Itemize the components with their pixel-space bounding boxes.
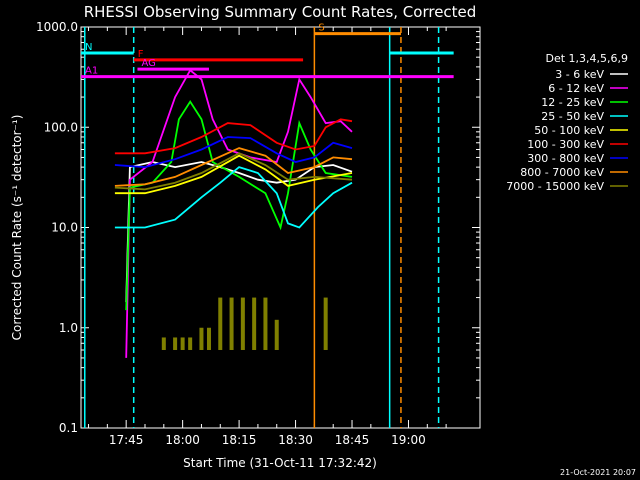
x-tick-label: 18:00 xyxy=(165,433,200,447)
legend-title: Det 1,3,4,5,6,9 xyxy=(545,52,628,65)
state-bar-label: S xyxy=(318,23,324,34)
y-tick-label: 0.1 xyxy=(59,421,78,435)
legend-entry: 6 - 12 keV xyxy=(548,82,604,95)
legend-entry: 7000 - 15000 keV xyxy=(506,180,604,193)
burst-bar xyxy=(161,337,166,350)
chart-title: RHESSI Observing Summary Count Rates, Co… xyxy=(84,3,477,21)
series-line xyxy=(125,68,353,358)
legend-entry: 50 - 100 keV xyxy=(534,124,604,137)
x-tick-label: 17:45 xyxy=(109,433,144,447)
legend-entry: 300 - 800 keV xyxy=(527,152,604,165)
legend-entry: 12 - 25 keV xyxy=(541,96,604,109)
state-bar-label: F xyxy=(138,49,144,60)
series-line xyxy=(114,152,353,191)
legend-entry: 800 - 7000 keV xyxy=(520,166,604,179)
footer-date: 21-Oct-2021 20:07 xyxy=(560,468,636,477)
state-bar-label: A1 xyxy=(85,66,98,77)
y-tick-label: 10.0 xyxy=(51,221,78,235)
series-line xyxy=(114,136,353,169)
x-tick-label: 18:45 xyxy=(335,433,370,447)
burst-bar xyxy=(206,327,211,350)
burst-bar xyxy=(274,319,279,350)
burst-bar xyxy=(263,297,268,350)
series-line xyxy=(114,147,353,187)
x-tick-label: 18:15 xyxy=(222,433,257,447)
x-tick-label: 19:00 xyxy=(391,433,426,447)
series-line xyxy=(125,100,353,311)
burst-bar xyxy=(218,297,223,350)
burst-bar xyxy=(323,297,328,350)
burst-bar xyxy=(199,327,204,350)
burst-bar xyxy=(173,337,178,350)
burst-bar xyxy=(252,297,257,350)
y-tick-label: 1000.0 xyxy=(36,20,78,34)
burst-bar xyxy=(229,297,234,350)
burst-bar xyxy=(188,337,193,350)
legend-entry: 3 - 6 keV xyxy=(555,68,604,81)
burst-bar xyxy=(180,337,185,350)
y-tick-label: 1.0 xyxy=(59,321,78,335)
burst-bar xyxy=(240,297,245,350)
state-bar-label: AG xyxy=(141,58,155,69)
state-bar-label: N xyxy=(85,42,92,53)
series-line xyxy=(114,154,353,195)
y-tick-label: 100.0 xyxy=(44,120,78,134)
series-line xyxy=(114,118,353,155)
y-axis-label: Corrected Count Rate (s⁻¹ detector⁻¹) xyxy=(10,115,24,341)
series-line xyxy=(125,161,353,303)
series-line xyxy=(114,166,353,229)
x-axis-label: Start Time (31-Oct-11 17:32:42) xyxy=(183,456,377,470)
legend-entry: 100 - 300 keV xyxy=(527,138,604,151)
x-tick-label: 18:30 xyxy=(278,433,313,447)
legend-entry: 25 - 50 keV xyxy=(541,110,604,123)
